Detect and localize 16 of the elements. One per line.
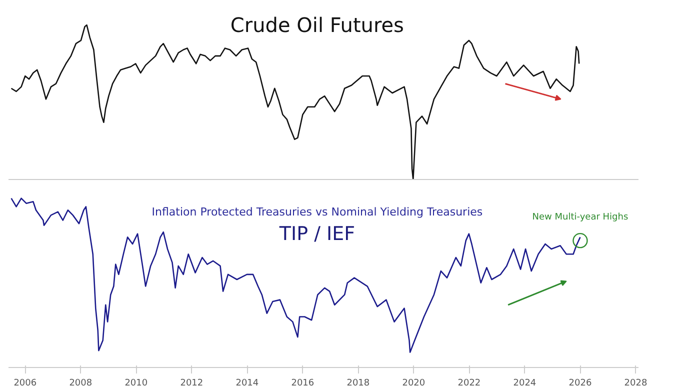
x-tick-label: 2026 [568, 378, 592, 388]
x-tick-label: 2008 [69, 378, 92, 388]
annotation: New Multi-year Highs [532, 212, 628, 223]
x-tick-label: 2018 [346, 378, 370, 388]
x-tick-label: 2016 [291, 378, 314, 388]
x-tick-label: 2020 [402, 378, 426, 388]
x-tick-label: 2022 [458, 378, 481, 388]
text: Inflation Protected Treasuries vs Nominal Yielding Treasuries [152, 205, 483, 218]
x-tick-label: 2014 [236, 378, 259, 388]
chart-title: Crude Oil Futures [230, 13, 404, 38]
x-tick-label: 2024 [513, 378, 536, 388]
x-tick-label: 2012 [180, 378, 204, 388]
x-tick-label: 2028 [624, 378, 648, 388]
text: TIP / IEF [278, 222, 356, 245]
x-tick-label: 2006 [14, 378, 37, 388]
x-tick-label: 2010 [124, 378, 148, 388]
